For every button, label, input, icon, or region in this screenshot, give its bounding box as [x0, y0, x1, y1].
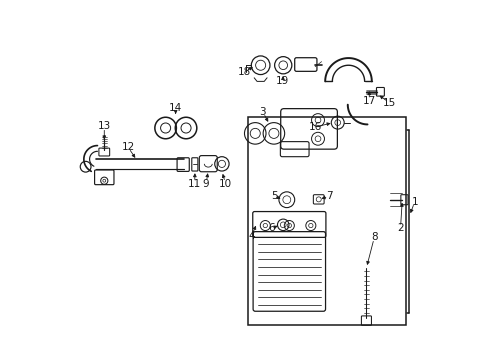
Text: 10: 10: [219, 179, 232, 189]
Text: 5: 5: [270, 191, 277, 201]
Text: 9: 9: [203, 179, 209, 189]
Bar: [247, 117, 405, 325]
Text: 18: 18: [237, 67, 251, 77]
Text: 1: 1: [411, 197, 417, 207]
Text: 13: 13: [98, 121, 111, 131]
Text: 3: 3: [259, 107, 265, 117]
Text: 2: 2: [396, 224, 403, 233]
Text: 15: 15: [382, 98, 396, 108]
Text: 14: 14: [169, 103, 182, 113]
Text: 17: 17: [362, 96, 375, 106]
Text: 16: 16: [308, 122, 322, 132]
Text: 8: 8: [370, 232, 377, 242]
Text: 7: 7: [326, 191, 332, 201]
Text: 19: 19: [276, 76, 289, 86]
Text: 6: 6: [267, 224, 274, 233]
Text: 4: 4: [248, 231, 254, 240]
Text: 11: 11: [188, 179, 201, 189]
Text: 12: 12: [121, 142, 134, 152]
